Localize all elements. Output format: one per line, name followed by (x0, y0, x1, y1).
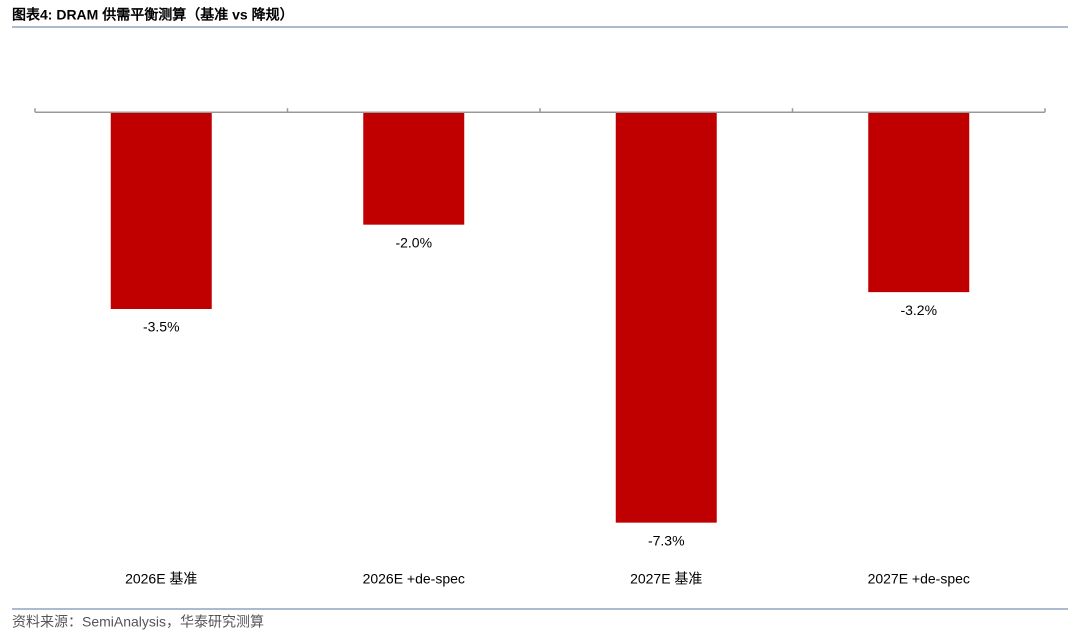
value-label: -3.5% (143, 319, 180, 335)
bar (615, 112, 717, 523)
source-note: 资料来源：SemiAnalysis，华泰研究测算 (12, 614, 264, 630)
x-tick-label: 2026E 基准 (125, 571, 197, 587)
x-tick-label: 2027E +de-spec (868, 571, 970, 587)
value-label: -7.3% (648, 532, 685, 548)
bar (110, 112, 212, 309)
x-tick-label: 2026E +de-spec (363, 571, 465, 587)
bar (868, 112, 970, 293)
value-label: -2.0% (395, 234, 432, 250)
chart-title: 图表4: DRAM 供需平衡测算（基准 vs 降规） (12, 7, 294, 23)
value-label: -3.2% (900, 302, 937, 318)
bar (363, 112, 465, 225)
x-tick-label: 2027E 基准 (630, 571, 702, 587)
